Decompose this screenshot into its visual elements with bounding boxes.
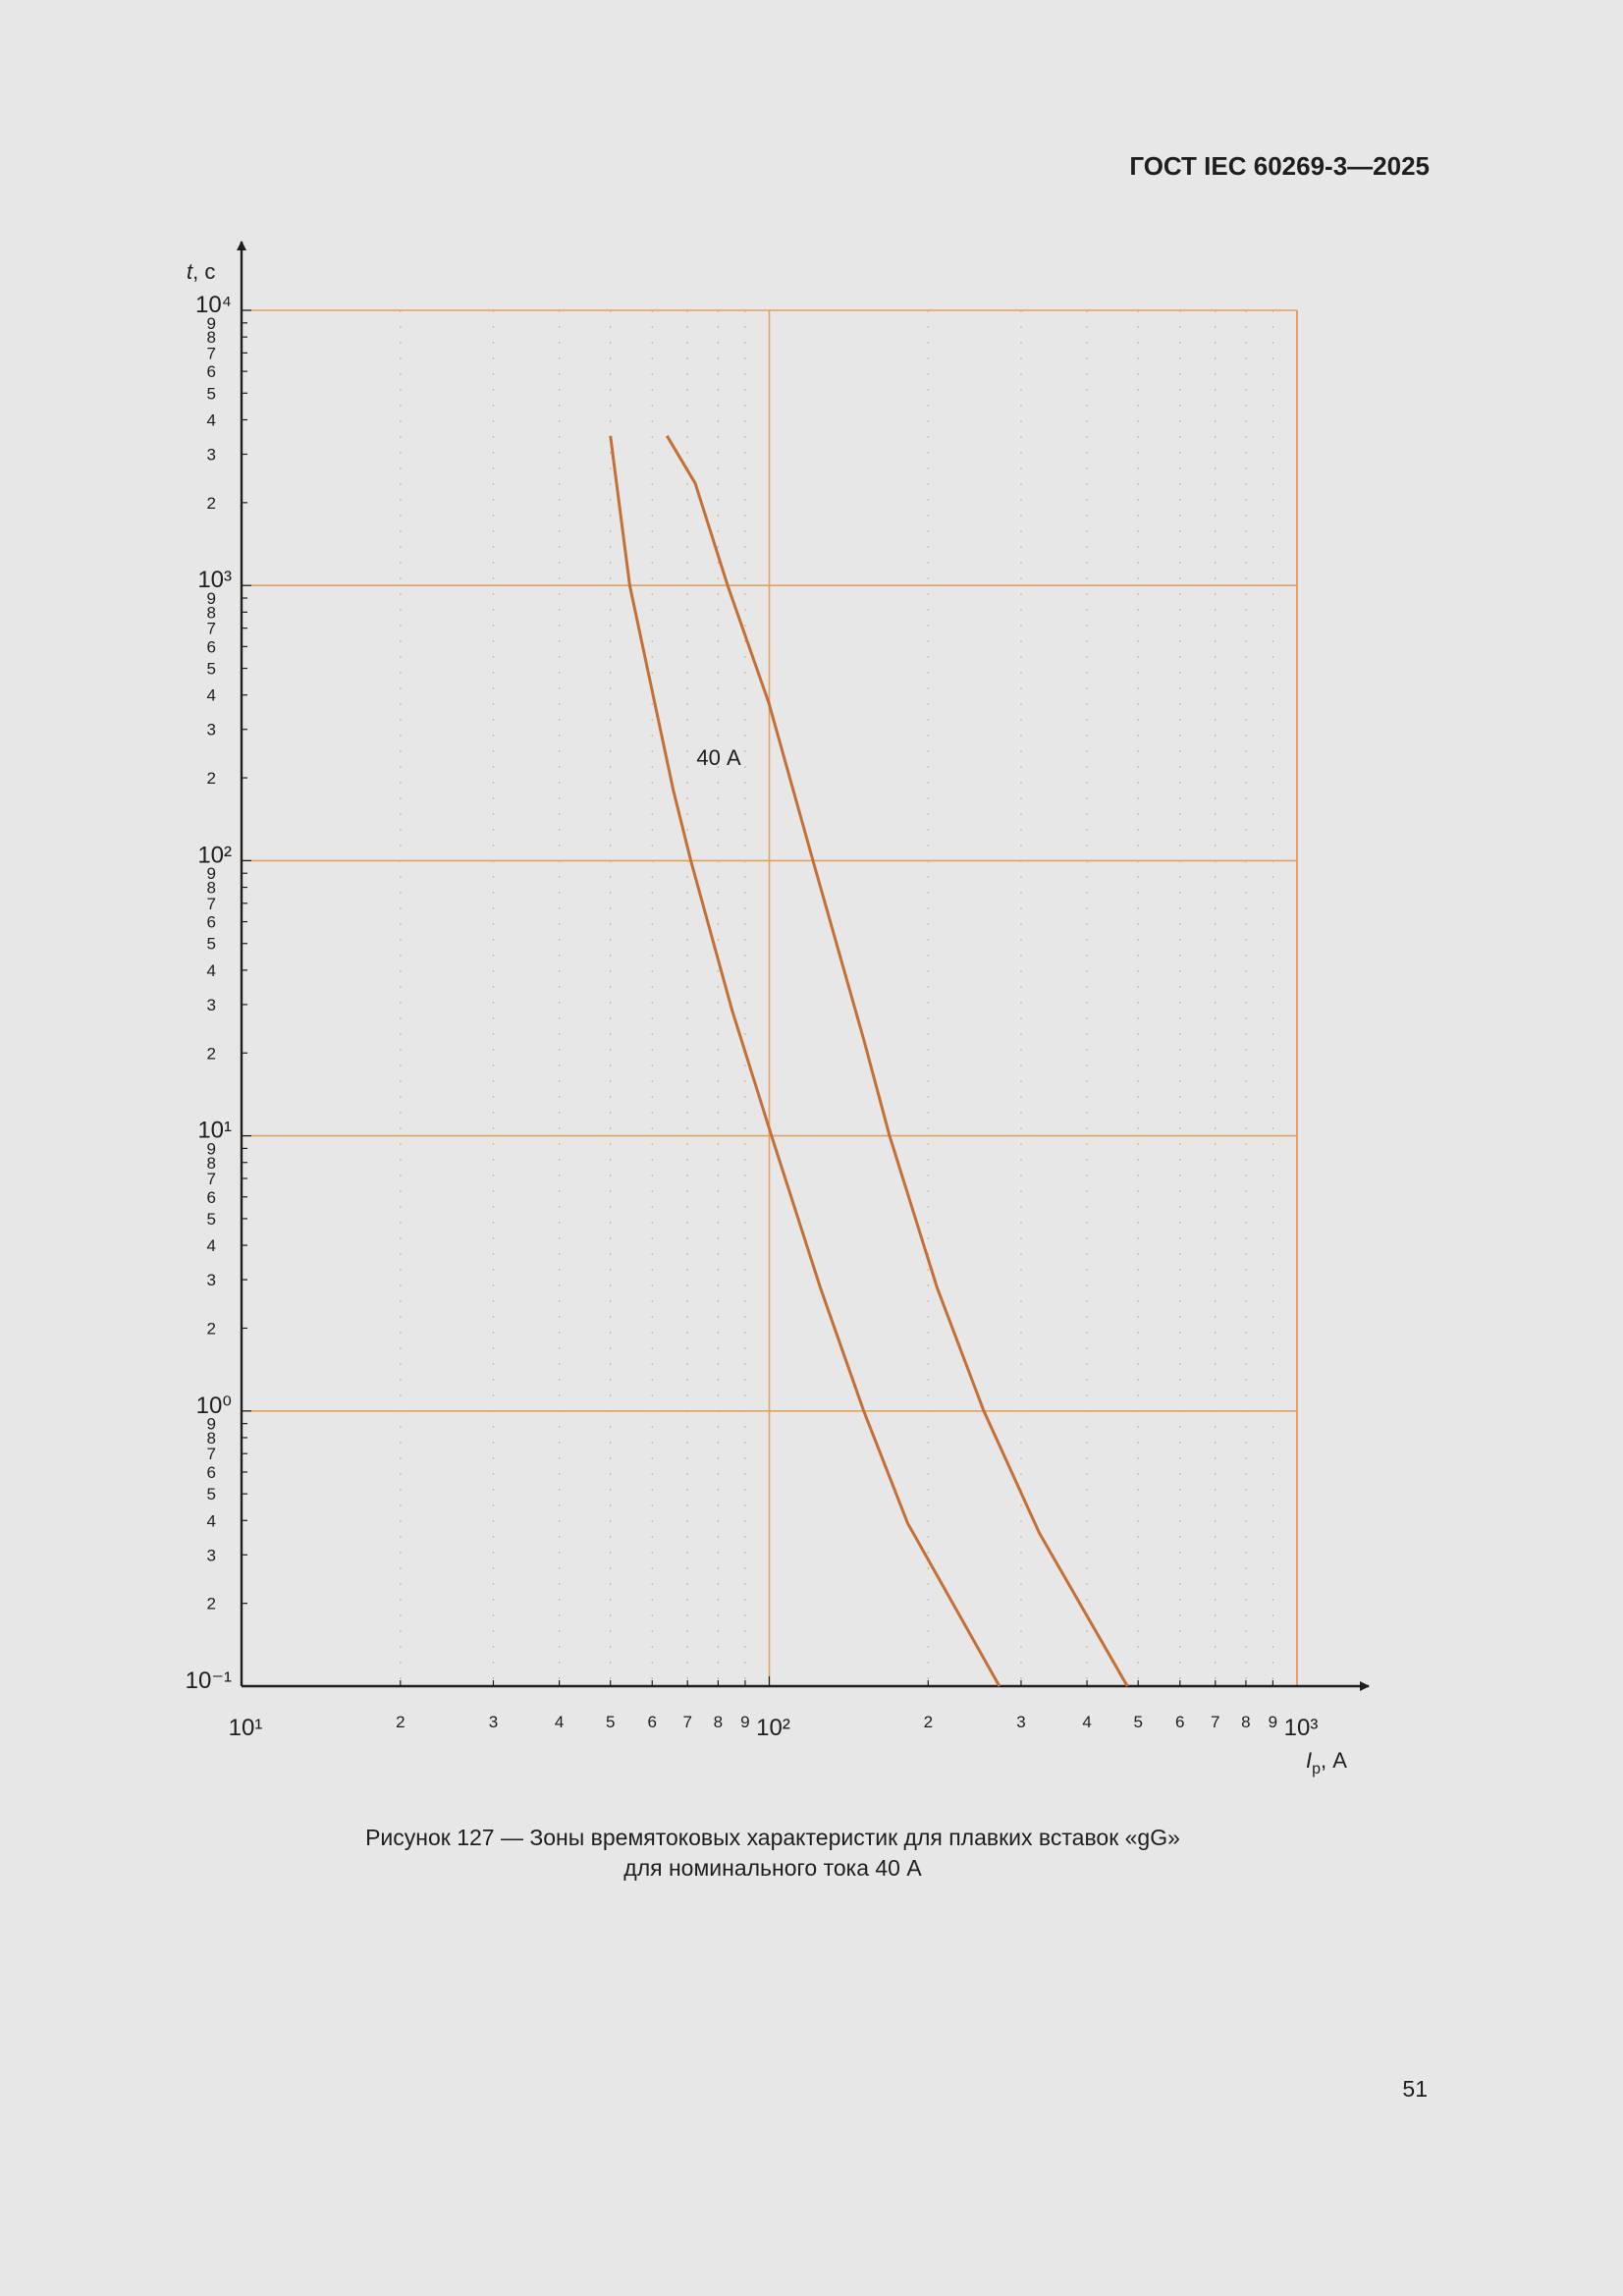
y-tick-label: 2: [207, 1319, 216, 1338]
x-label-rest: , А: [1321, 1748, 1347, 1773]
y-tick-label: 4: [207, 961, 216, 980]
y-tick-label: 10¹: [197, 1118, 232, 1144]
x-tick-label: 8: [1241, 1713, 1250, 1731]
y-tick-label: 6: [207, 913, 216, 932]
annotation: 40 А: [696, 745, 741, 770]
y-tick-label: 6: [207, 1188, 216, 1207]
curve: [666, 435, 1129, 1687]
y-tick-label: 4: [207, 411, 216, 430]
y-tick-label: 7: [207, 1445, 216, 1463]
page-number: 51: [1402, 2076, 1428, 2102]
y-tick-label: 5: [207, 935, 216, 954]
x-axis-label: Ip, А: [1306, 1748, 1347, 1777]
x-label-symbol: I: [1306, 1748, 1312, 1773]
y-tick-label: 8: [207, 603, 216, 622]
y-tick-label: 10⁴: [195, 292, 232, 318]
y-tick-label: 8: [207, 1154, 216, 1173]
y-tick-label: 7: [207, 1170, 216, 1188]
x-tick-label: 5: [606, 1713, 615, 1731]
x-tick-label: 2: [924, 1713, 933, 1731]
y-label-symbol: t: [187, 259, 193, 284]
y-tick-label: 10²: [197, 842, 232, 868]
x-tick-label: 6: [1175, 1713, 1184, 1731]
y-tick-label: 8: [207, 328, 216, 347]
x-tick-label: 7: [683, 1713, 692, 1731]
y-tick-label: 10³: [197, 567, 232, 593]
x-tick-label: 7: [1211, 1713, 1219, 1731]
y-tick-label: 9: [207, 1415, 216, 1434]
y-tick-label: 6: [207, 362, 216, 381]
y-tick-label: 10⁻¹: [186, 1667, 232, 1694]
y-tick-label: 5: [207, 1210, 216, 1229]
y-tick-label: 9: [207, 589, 216, 608]
x-tick-label: 9: [740, 1713, 749, 1731]
x-tick-label: 4: [1082, 1713, 1091, 1731]
x-tick-label: 2: [396, 1713, 405, 1731]
x-tick-label: 3: [489, 1713, 498, 1731]
y-tick-label: 6: [207, 1463, 216, 1482]
y-tick-label: 5: [207, 1485, 216, 1503]
caption: для номинального тока 40 А: [623, 1855, 922, 1881]
x-tick-label: 10¹: [229, 1715, 263, 1741]
y-tick-label: 2: [207, 1595, 216, 1613]
y-label-rest: , с: [192, 259, 215, 284]
y-tick-label: 7: [207, 620, 216, 638]
x-tick-label: 10²: [756, 1715, 790, 1741]
y-tick-label: 2: [207, 769, 216, 788]
y-tick-label: 3: [207, 721, 216, 739]
y-tick-label: 9: [207, 1139, 216, 1158]
x-tick-label: 4: [555, 1713, 564, 1731]
caption: Рисунок 127 — Зоны времятоковых характер…: [365, 1825, 1180, 1850]
y-tick-label: 9: [207, 864, 216, 883]
y-tick-label: 5: [207, 660, 216, 679]
x-label-subscript: p: [1312, 1761, 1321, 1777]
chart: 10¹ 2 3 4 5 6 7 8 9 10² 2 3 4 5 6 7 8 9 10³10⁻¹2345678910⁰…: [186, 241, 1370, 1777]
y-axis-label: t, с: [187, 259, 215, 284]
y-tick-label: 4: [207, 1511, 216, 1530]
y-tick-label: 2: [207, 1044, 216, 1063]
y-tick-label: 4: [207, 1236, 216, 1255]
y-tick-label: 5: [207, 384, 216, 403]
y-tick-label: 3: [207, 446, 216, 465]
y-tick-label: 6: [207, 637, 216, 656]
y-tick-label: 8: [207, 1429, 216, 1448]
header-title: ГОСТ IEC 60269-3—2025: [1129, 151, 1430, 181]
y-tick-label: 3: [207, 1546, 216, 1564]
y-tick-label: 10⁰: [196, 1393, 232, 1419]
x-tick-label: 9: [1269, 1713, 1277, 1731]
y-tick-label: 2: [207, 494, 216, 513]
x-tick-label: 6: [648, 1713, 657, 1731]
y-tick-label: 3: [207, 996, 216, 1014]
y-tick-label: 7: [207, 344, 216, 362]
curve: [609, 435, 1001, 1687]
y-tick-label: 3: [207, 1271, 216, 1289]
x-tick-label: 10³: [1284, 1715, 1319, 1741]
y-tick-label: 4: [207, 686, 216, 705]
y-tick-label: 7: [207, 895, 216, 913]
y-tick-label: 9: [207, 314, 216, 333]
x-tick-label: 5: [1133, 1713, 1142, 1731]
x-tick-label: 8: [714, 1713, 723, 1731]
y-tick-label: 8: [207, 879, 216, 898]
x-tick-label: 3: [1016, 1713, 1025, 1731]
